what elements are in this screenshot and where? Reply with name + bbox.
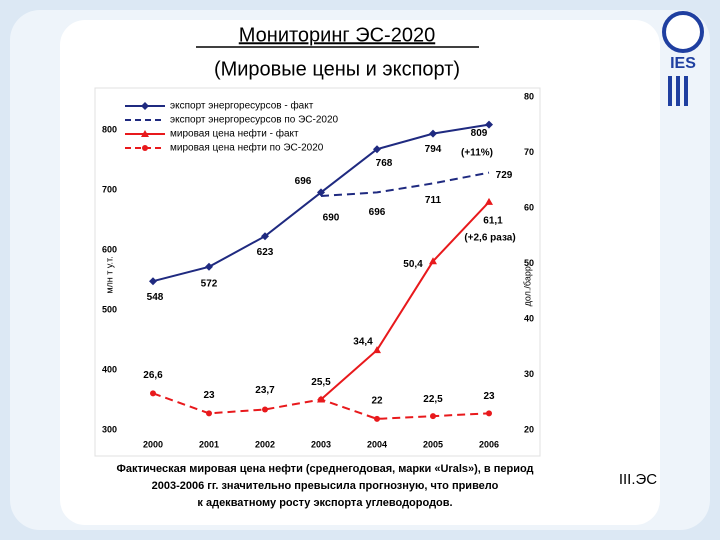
data-label: 729 [496,170,513,181]
data-point [206,410,212,417]
x-tick-label: 2002 [255,439,275,449]
y-tick-label: 800 [102,124,117,134]
chart-area [94,87,541,457]
annotation: (+2,6 раза) [464,233,515,244]
logo-bar [676,76,680,106]
data-label: 50,4 [403,259,423,270]
series-line [320,201,490,401]
data-point [429,129,437,138]
x-tick-label: 2003 [311,439,331,449]
data-point [150,390,156,397]
data-label: 572 [201,278,218,289]
caption-line: 2003-2006 гг. значительно превысила прог… [152,480,499,492]
x-tick-label: 2005 [423,439,443,449]
caption-line: Фактическая мировая цена нефти (среднего… [116,463,533,475]
logo-text: IES [670,55,696,72]
data-point [373,145,381,154]
x-tick-label: 2001 [199,439,219,449]
data-point [205,262,213,271]
data-label: 23,7 [255,385,275,396]
data-label: 696 [295,176,312,187]
y2-tick-label: 40 [524,313,534,323]
data-point [430,413,436,420]
data-point [318,396,324,403]
data-point [485,120,493,129]
data-label: 548 [147,292,164,303]
logo-bar [684,76,688,106]
data-label: 794 [425,144,442,155]
y-axis-label: млн т у.т. [104,256,114,293]
legend-label: мировая цена нефти по ЭС-2020 [170,142,324,154]
x-tick-label: 2006 [479,439,499,449]
logo-bar [668,76,672,106]
x-tick-label: 2000 [143,439,163,449]
data-label: 23 [203,390,215,401]
legend-marker [141,102,149,110]
chart-subtitle: (Мировые цены и экспорт) [214,58,460,80]
y2-tick-label: 50 [524,258,534,268]
x-tick-label: 2004 [367,439,387,449]
data-point [486,410,492,417]
data-label: 690 [323,213,340,224]
data-label: 61,1 [483,216,503,227]
y2-tick-label: 60 [524,202,534,212]
logo-circle [662,11,704,53]
y-tick-label: 300 [102,424,117,434]
y-tick-label: 600 [102,244,117,254]
y-tick-label: 400 [102,364,117,374]
data-label: 22,5 [423,394,443,405]
data-label: 23 [483,391,495,402]
y2-tick-label: 70 [524,147,534,157]
data-label: 623 [257,247,274,258]
data-label: 22 [371,396,383,407]
data-point [149,277,157,286]
y2-tick-label: 30 [524,369,534,379]
annotation: (+11%) [461,148,493,159]
data-point [374,415,380,422]
legend-label: мировая цена нефти - факт [170,128,299,140]
legend-label: экспорт энергоресурсов по ЭС-2020 [170,115,339,126]
caption-line: к адекватному росту экспорта углеводород… [197,497,452,509]
data-label: 809 [471,128,488,139]
data-point [373,346,381,354]
data-point [317,188,325,197]
data-point [262,406,268,413]
data-point [261,232,269,241]
section-label: III.ЭС [619,471,657,488]
data-point [429,257,437,265]
y-tick-label: 500 [102,304,117,314]
y2-tick-label: 80 [524,91,534,101]
legend-marker [141,130,149,137]
data-label: 26,6 [143,370,163,381]
series-line [320,171,490,197]
legend-label: экспорт энергоресурсов - факт [170,100,314,112]
data-label: 768 [376,158,393,169]
data-label: 696 [369,207,386,218]
y2-tick-label: 20 [524,424,534,434]
data-label: 25,5 [311,377,331,388]
data-label: 711 [425,195,442,206]
logo: IES [662,11,704,106]
y-tick-label: 700 [102,184,117,194]
legend-marker [142,145,148,151]
data-label: 34,4 [353,337,373,348]
chart-title: Мониторинг ЭС-2020 [239,24,435,46]
data-point [485,197,493,205]
y2-axis-label: дол./барр. [522,264,532,307]
